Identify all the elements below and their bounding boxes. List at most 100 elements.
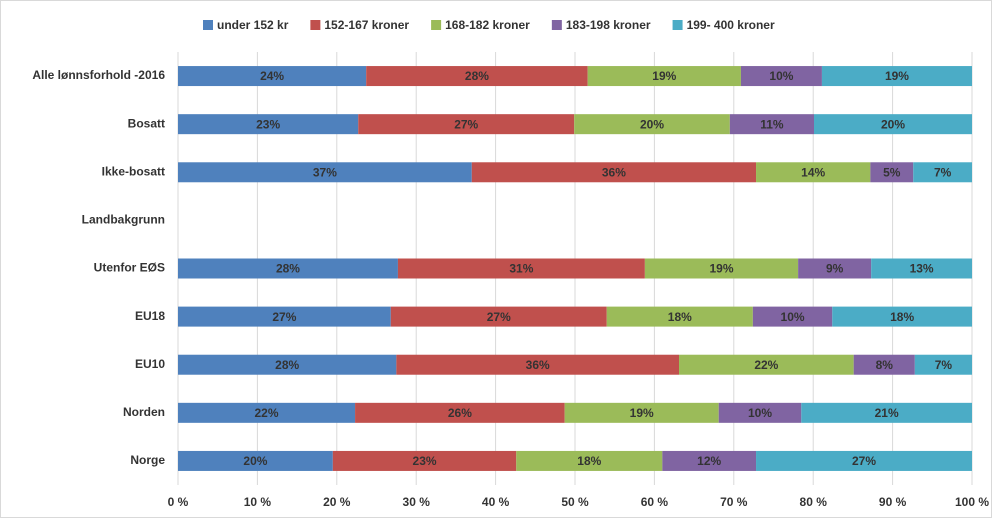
y-tick-label: Ikke-bosatt [102,164,165,178]
x-tick-label: 30 % [403,495,431,509]
data-label: 27% [487,310,511,324]
data-label: 31% [509,262,533,276]
bar-segment [913,162,972,183]
legend-swatch [203,20,213,30]
data-label: 7% [934,165,952,179]
legend-swatch [310,20,321,30]
data-label: 23% [413,454,437,468]
y-tick-label: Norden [123,405,165,419]
legend-swatch [431,20,442,30]
data-label: 12% [697,454,721,468]
legend-label: under 152 kr [217,18,289,32]
data-label: 22% [255,406,279,420]
bar-segment [752,306,833,327]
y-tick-label: Landbakgrunn [82,213,165,227]
bar-segment [564,402,719,423]
data-label: 20% [243,454,267,468]
bar-segment [821,66,972,87]
data-label: 23% [256,117,280,131]
bar-segment [396,354,680,375]
data-label: 36% [526,358,550,372]
bar-segment [871,258,972,279]
data-label: 21% [875,406,899,420]
bar-segment [355,402,565,423]
bar-segment [870,162,914,183]
bar-segment [718,402,802,423]
data-label: 18% [577,454,601,468]
x-tick-label: 60 % [641,495,669,509]
bar-segment [178,306,391,327]
data-label: 27% [852,454,876,468]
data-label: 18% [668,310,692,324]
y-tick-label: EU18 [135,309,165,323]
bar-segment [178,114,359,135]
bar-segment [644,258,799,279]
data-label: 13% [910,262,934,276]
x-tick-label: 20 % [323,495,351,509]
bar-segment [358,114,575,135]
data-label: 19% [709,262,733,276]
y-tick-label: EU10 [135,357,165,371]
bar-segment [756,162,871,183]
bar-segment [471,162,757,183]
y-tick-label: Bosatt [128,116,165,130]
data-label: 5% [883,165,901,179]
data-label: 7% [935,358,953,372]
data-label: 9% [826,262,844,276]
data-label: 19% [630,406,654,420]
bar-segment [662,450,757,471]
legend-swatch [551,20,562,30]
bar-segment [756,450,972,471]
data-label: 10% [748,406,772,420]
x-tick-label: 40 % [482,495,510,509]
bar-segment [516,450,663,471]
bar-segment [366,66,588,87]
data-label: 20% [881,117,905,131]
data-label: 27% [272,310,296,324]
bar-segment [740,66,822,87]
x-tick-label: 50 % [561,495,589,509]
x-tick-label: 100 % [955,495,989,509]
bar-segment [832,306,972,327]
data-label: 26% [448,406,472,420]
bar-segment [729,114,814,135]
legend-swatch [672,20,683,30]
legend-label: 168-182 kroner [445,18,530,32]
bar-segment [178,162,472,183]
bar-segment [178,354,397,375]
data-label: 36% [602,165,626,179]
x-tick-label: 10 % [244,495,272,509]
x-tick-label: 80 % [800,495,828,509]
bar-segment [574,114,730,135]
bar-segment [178,258,398,279]
legend-label: 152-167 kroner [324,18,409,32]
data-label: 14% [801,165,825,179]
data-label: 24% [260,69,284,83]
data-label: 19% [652,69,676,83]
bar-segment [390,306,607,327]
y-tick-label: Alle lønnsforhold -2016 [32,68,165,82]
data-label: 10% [781,310,805,324]
data-label: 28% [276,262,300,276]
data-label: 22% [754,358,778,372]
bar-segment [178,450,333,471]
bar-segment [606,306,753,327]
data-label: 10% [769,69,793,83]
data-label: 27% [454,117,478,131]
data-label: 18% [890,310,914,324]
data-label: 20% [640,117,664,131]
data-label: 8% [876,358,894,372]
bar-segment [914,354,972,375]
data-label: 11% [760,117,784,131]
bar-segment [332,450,517,471]
bar-segment [813,114,972,135]
x-tick-label: 70 % [720,495,748,509]
data-label: 37% [313,165,337,179]
bar-segment [397,258,645,279]
y-tick-label: Norge [130,453,165,467]
x-tick-label: 90 % [879,495,907,509]
bar-segment [853,354,915,375]
x-tick-label: 0 % [168,495,189,509]
data-label: 28% [275,358,299,372]
